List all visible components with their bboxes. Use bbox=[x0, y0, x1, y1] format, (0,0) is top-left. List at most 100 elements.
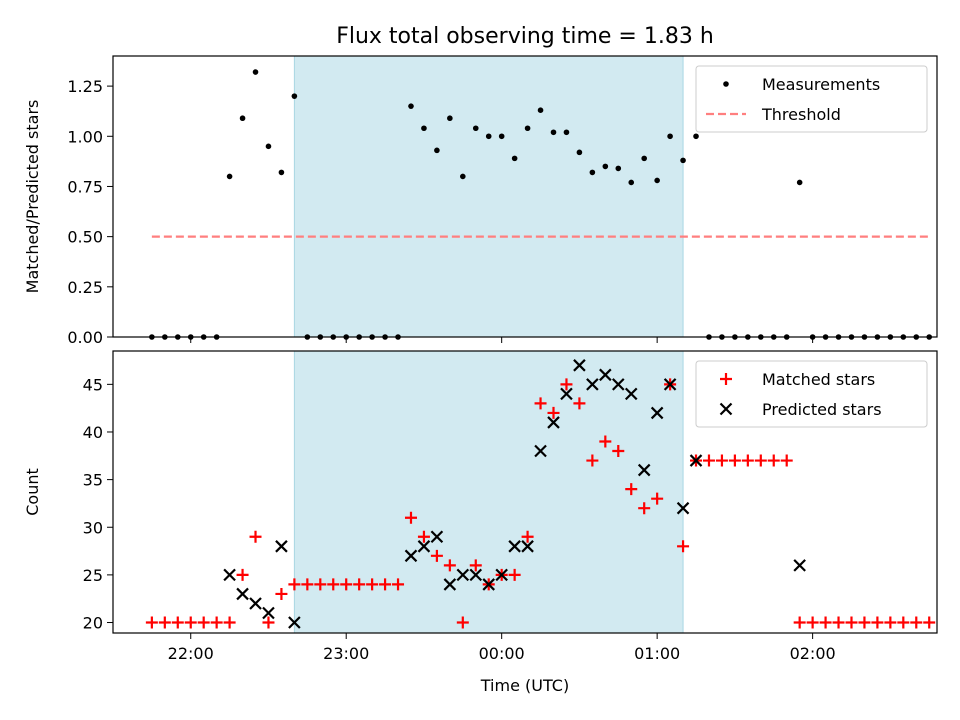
matched-point bbox=[599, 435, 612, 448]
measurement-point bbox=[511, 155, 518, 162]
matched-point bbox=[469, 559, 482, 572]
matched-point bbox=[379, 578, 392, 591]
matched-point bbox=[754, 454, 767, 467]
bottom-y-tick-label: 25 bbox=[83, 566, 103, 585]
x-tick-label: 22:00 bbox=[168, 644, 214, 663]
measurement-point bbox=[602, 163, 609, 170]
top-y-tick-label: 0.50 bbox=[67, 228, 103, 247]
predicted-point bbox=[288, 616, 301, 629]
measurement-point bbox=[447, 115, 453, 122]
matched-point bbox=[651, 492, 664, 505]
matched-point bbox=[249, 530, 262, 543]
predicted-point bbox=[573, 359, 586, 372]
bottom-y-tick-label: 30 bbox=[83, 518, 103, 537]
matched-point bbox=[897, 616, 910, 629]
bottom-y-tick-label: 35 bbox=[83, 471, 103, 490]
matched-point bbox=[392, 578, 405, 591]
matched-point bbox=[417, 530, 430, 543]
matched-point bbox=[767, 454, 780, 467]
matched-point bbox=[832, 616, 845, 629]
matched-point bbox=[923, 616, 936, 629]
predicted-point bbox=[676, 501, 690, 515]
bottom-observing-window bbox=[294, 351, 684, 633]
top-panel: 0.00 0.25 0.50 0.75 1.00 1.25 Matched/Predicte… bbox=[23, 55, 938, 347]
predicted-point bbox=[482, 578, 496, 591]
matched-point bbox=[210, 616, 223, 629]
matched-point bbox=[677, 540, 690, 553]
matched-point bbox=[404, 511, 417, 524]
top-y-tick-label: 1.00 bbox=[67, 127, 103, 146]
predicted-point bbox=[236, 587, 249, 601]
predicted-point bbox=[663, 378, 677, 391]
measurement-point bbox=[693, 133, 699, 140]
matched-point bbox=[327, 578, 340, 591]
predicted-point bbox=[689, 454, 703, 467]
matched-point bbox=[275, 587, 288, 600]
predicted-point bbox=[624, 387, 638, 401]
measurement-point bbox=[589, 169, 596, 176]
matched-point bbox=[715, 454, 728, 467]
matched-point bbox=[366, 578, 379, 591]
measurement-point bbox=[654, 177, 660, 184]
measurement-point bbox=[641, 155, 647, 162]
legend-label: Matched stars bbox=[762, 370, 875, 389]
predicted-point bbox=[599, 368, 612, 382]
top-observing-window bbox=[294, 56, 684, 337]
matched-point bbox=[223, 616, 236, 629]
measurement-point bbox=[680, 157, 686, 164]
measurement-point bbox=[252, 69, 259, 75]
x-axis-label: Time (UTC) bbox=[480, 676, 569, 695]
top-y-tick-label: 0.00 bbox=[67, 328, 103, 347]
predicted-point bbox=[650, 406, 664, 420]
bottom-series-matched-stars bbox=[145, 378, 936, 629]
chart-title: Flux total observing time = 1.83 h bbox=[336, 24, 714, 49]
bottom-legend-box bbox=[695, 360, 928, 428]
measurement-point bbox=[537, 107, 544, 113]
legend-matched-marker bbox=[720, 373, 732, 385]
matched-point bbox=[158, 616, 171, 629]
legend-label: Threshold bbox=[761, 105, 841, 124]
matched-point bbox=[845, 616, 858, 629]
matched-point bbox=[340, 578, 353, 591]
bottom-y-tick-label: 40 bbox=[83, 423, 103, 442]
matched-point bbox=[197, 616, 210, 629]
measurement-point bbox=[524, 125, 531, 132]
matched-point bbox=[612, 445, 625, 458]
predicted-point bbox=[612, 378, 625, 391]
top-y-tick-label: 1.25 bbox=[67, 77, 103, 96]
measurement-point bbox=[408, 103, 414, 109]
matched-point bbox=[793, 616, 806, 629]
top-legend: Measurements Threshold bbox=[695, 65, 928, 133]
matched-point bbox=[741, 454, 754, 467]
predicted-point bbox=[275, 540, 288, 553]
measurement-point bbox=[796, 179, 803, 186]
top-y-axis-label: Matched/Predicted stars bbox=[23, 100, 42, 294]
measurement-point bbox=[550, 129, 557, 136]
measurement-point bbox=[421, 125, 427, 132]
matched-point bbox=[314, 578, 327, 591]
matched-point bbox=[353, 578, 366, 591]
x-tick-label: 23:00 bbox=[323, 644, 369, 663]
top-axes-frame bbox=[112, 55, 938, 338]
predicted-point bbox=[443, 578, 457, 591]
matched-point bbox=[638, 502, 651, 515]
predicted-point bbox=[508, 540, 521, 553]
measurement-point bbox=[434, 147, 440, 154]
top-legend-box bbox=[695, 65, 928, 133]
matched-point bbox=[534, 397, 547, 410]
predicted-point bbox=[793, 559, 806, 572]
x-tick-label: 01:00 bbox=[634, 644, 680, 663]
matched-point bbox=[171, 616, 184, 629]
measurement-point bbox=[615, 165, 622, 172]
measurement-point bbox=[278, 169, 285, 176]
matched-point bbox=[288, 578, 301, 591]
top-y-tick-label: 0.75 bbox=[67, 177, 103, 196]
legend-predicted-marker bbox=[719, 402, 733, 416]
measurement-point bbox=[498, 133, 505, 140]
measurement-point bbox=[226, 173, 233, 180]
measurement-point bbox=[563, 129, 570, 136]
predicted-point bbox=[469, 568, 483, 582]
predicted-point bbox=[404, 549, 418, 563]
predicted-point bbox=[547, 416, 560, 429]
